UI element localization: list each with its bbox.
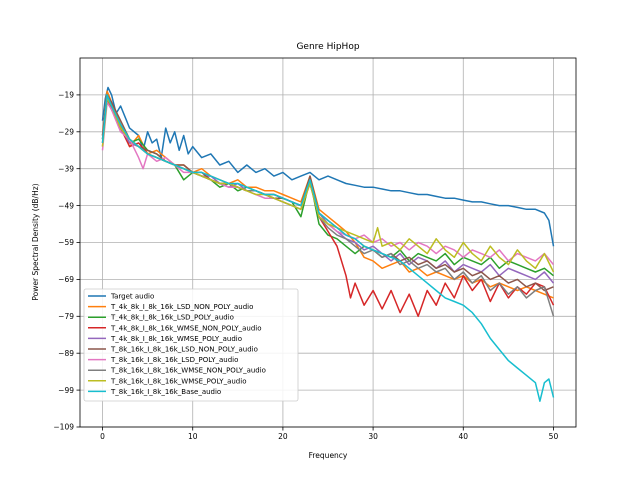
x-tick-label: 10 <box>188 432 198 441</box>
x-tick-label: 40 <box>458 432 468 441</box>
y-tick-label: −79 <box>58 312 74 321</box>
y-tick-label: −39 <box>58 164 74 173</box>
y-tick-label: −29 <box>58 128 74 137</box>
legend-label: T_8k_16k_I_8k_16k_Base_audio <box>110 388 221 396</box>
y-axis: −109 −99 −89 −79 −69 −59 −49 −39 −29 −19 <box>53 91 80 432</box>
y-axis-label: Power Spectral Density (dB/Hz) <box>31 183 40 300</box>
y-tick-label: −89 <box>58 349 74 358</box>
y-tick-label: −19 <box>58 91 74 100</box>
legend-label: T_8k_16k_I_8k_16k_LSD_NON_POLY_audio <box>110 346 258 354</box>
y-tick-label: −109 <box>53 423 74 432</box>
y-tick-label: −69 <box>58 275 74 284</box>
series-layer <box>101 86 555 402</box>
x-tick-label: 20 <box>278 432 288 441</box>
x-axis: 0 10 20 30 40 50 <box>100 427 558 441</box>
series-line-0 <box>101 86 555 247</box>
chart-title: Genre HipHop <box>296 42 359 52</box>
legend-box <box>83 288 299 402</box>
legend-label: T_8k_16k_I_8k_16k_LSD_POLY_audio <box>110 356 238 364</box>
y-tick-label: −99 <box>58 386 74 395</box>
legend-label: T_4k_8k_I_8k_16k_WMSE_POLY_audio <box>110 335 242 343</box>
legend-label: T_8k_16k_I_8k_16k_WMSE_POLY_audio <box>110 377 246 385</box>
legend-label: T_4k_8k_I_8k_16k_LSD_NON_POLY_audio <box>110 303 253 311</box>
series-line-9 <box>101 94 555 402</box>
y-tick-label: −49 <box>58 201 74 210</box>
legend-label: Target audio <box>110 293 154 301</box>
legend-label: T_4k_8k_I_8k_16k_LSD_POLY_audio <box>110 314 234 322</box>
x-tick-label: 50 <box>549 432 559 441</box>
legend-label: T_8k_16k_I_8k_16k_WMSE_NON_POLY_audio <box>110 367 266 375</box>
x-axis-label: Frequency <box>309 451 348 460</box>
x-tick-label: 30 <box>368 432 378 441</box>
legend: Target audio T_4k_8k_I_8k_16k_LSD_NON_POL… <box>83 288 299 402</box>
legend-label: T_4k_8k_I_8k_16k_WMSE_NON_POLY_audio <box>110 324 262 332</box>
y-tick-label: −59 <box>58 238 74 247</box>
x-tick-label: 0 <box>100 432 105 441</box>
